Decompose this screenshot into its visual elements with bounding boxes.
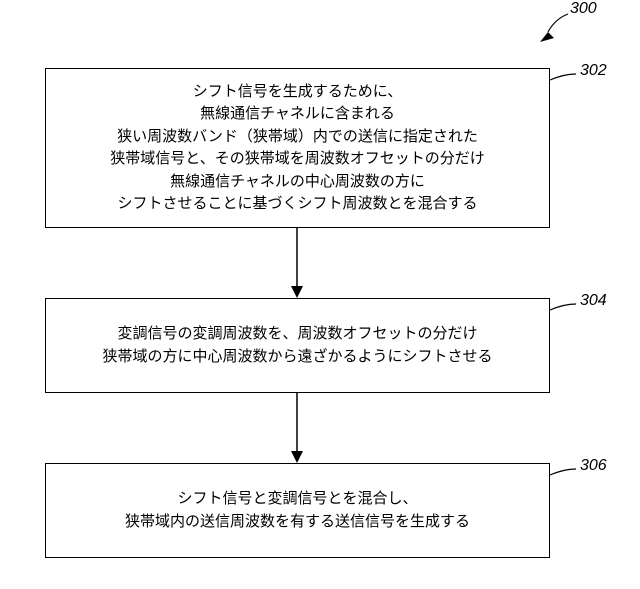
flowchart-diagram: 300 シフト信号を生成するために、 無線通信チャネルに含まれる 狭い周波数バン… bbox=[0, 0, 640, 589]
process-box-302: シフト信号を生成するために、 無線通信チャネルに含まれる 狭い周波数バンド（狭帯… bbox=[45, 68, 550, 228]
box-text-line: 狭帯域信号と、その狭帯域を周波数オフセットの分だけ bbox=[110, 148, 484, 171]
box-text-line: シフト信号と変調信号とを混合し、 bbox=[177, 488, 417, 511]
box-text-line: シフト信号を生成するために、 bbox=[193, 81, 403, 104]
process-box-306: シフト信号と変調信号とを混合し、 狭帯域内の送信周波数を有する送信信号を生成する bbox=[45, 463, 550, 558]
box-text-line: 狭い周波数バンド（狭帯域）内での送信に指定された bbox=[117, 126, 478, 149]
box-text-line: 変調信号の変調周波数を、周波数オフセットの分だけ bbox=[117, 323, 477, 346]
box-text-line: 無線通信チャネルに含まれる bbox=[200, 103, 395, 126]
process-box-304: 変調信号の変調周波数を、周波数オフセットの分だけ 狭帯域の方に中心周波数から遠ざ… bbox=[45, 298, 550, 393]
box-label-306: 306 bbox=[580, 457, 607, 475]
box-text-line: 狭帯域内の送信周波数を有する送信信号を生成する bbox=[125, 511, 470, 534]
box-text-line: 無線通信チャネルの中心周波数の方に bbox=[170, 171, 425, 194]
box-text-line: シフトさせることに基づくシフト周波数とを混合する bbox=[117, 193, 477, 216]
box-text-line: 狭帯域の方に中心周波数から遠ざかるようにシフトさせる bbox=[102, 346, 492, 369]
box-label-302: 302 bbox=[580, 62, 607, 80]
figure-number-label: 300 bbox=[570, 0, 597, 18]
box-label-304: 304 bbox=[580, 292, 607, 310]
